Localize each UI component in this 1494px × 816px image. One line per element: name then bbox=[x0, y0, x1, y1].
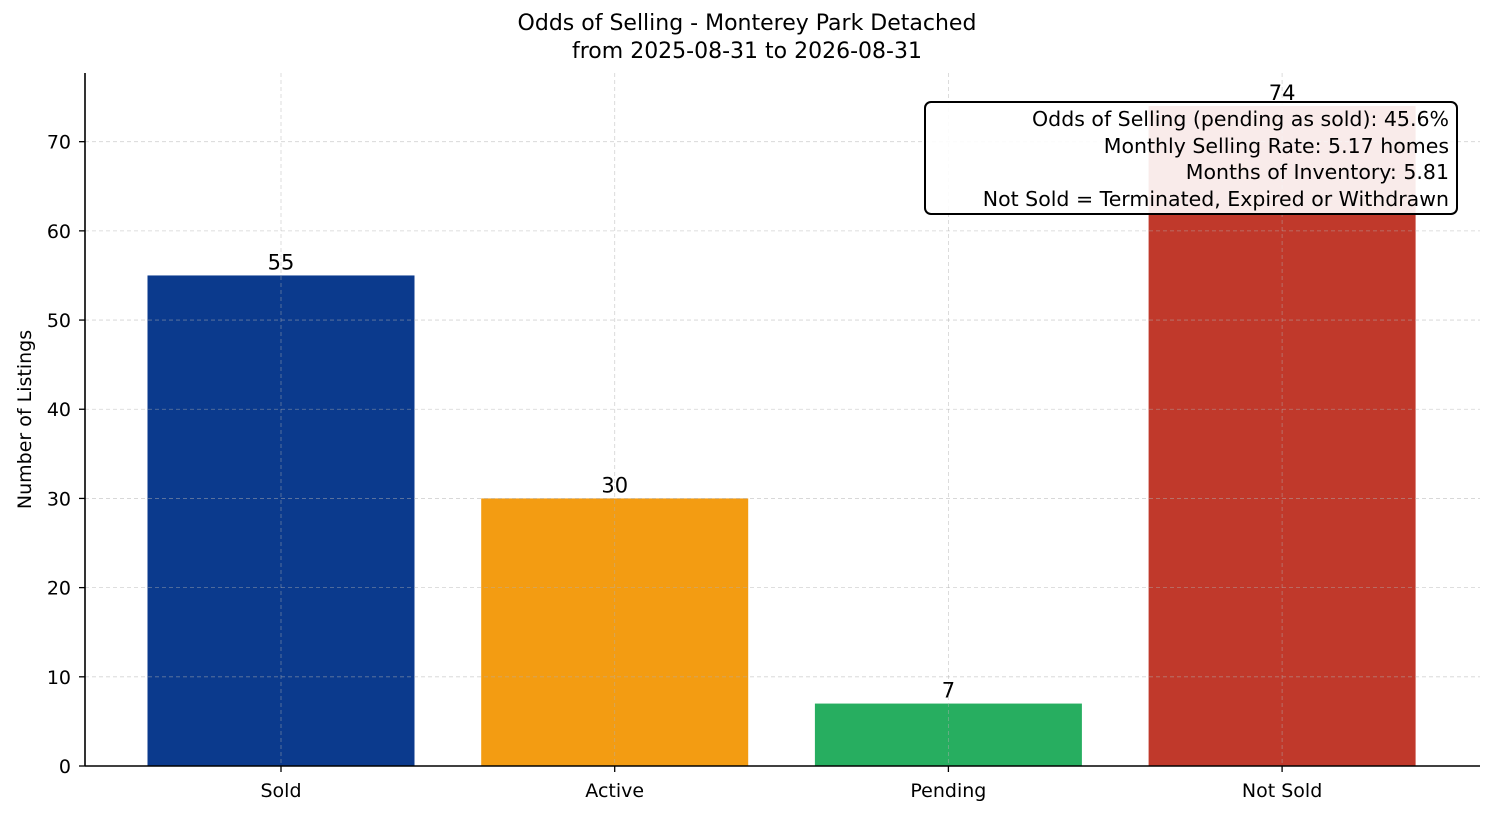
months-of-inventory-text: Months of Inventory: 5.81 bbox=[1185, 160, 1449, 184]
bar-data-label: 7 bbox=[942, 679, 955, 703]
bar-data-label: 55 bbox=[268, 250, 295, 274]
y-tick-label: 40 bbox=[47, 399, 71, 421]
stats-annotation-box: Odds of Selling (pending as sold): 45.6%… bbox=[924, 101, 1458, 215]
chart-title-block: Odds of Selling - Monterey Park Detached… bbox=[0, 10, 1494, 66]
x-tick-label: Active bbox=[585, 780, 644, 802]
y-tick-label: 0 bbox=[59, 756, 71, 778]
chart-title: Odds of Selling - Monterey Park Detached bbox=[517, 11, 977, 36]
chart-subtitle: from 2025-08-31 to 2026-08-31 bbox=[572, 39, 922, 64]
not-sold-definition-text: Not Sold = Terminated, Expired or Withdr… bbox=[982, 186, 1449, 211]
y-tick-label: 20 bbox=[47, 578, 71, 600]
y-tick-label: 30 bbox=[47, 488, 71, 510]
y-tick-label: 50 bbox=[47, 310, 71, 332]
monthly-selling-rate-text: Monthly Selling Rate: 5.17 homes bbox=[1103, 133, 1449, 158]
y-axis-label: Number of Listings bbox=[14, 330, 36, 509]
y-tick-label: 10 bbox=[47, 667, 71, 689]
y-tick-label: 60 bbox=[47, 221, 71, 243]
x-tick-label: Sold bbox=[260, 780, 301, 802]
bar-data-label: 30 bbox=[601, 473, 628, 497]
x-tick-label: Pending bbox=[910, 780, 986, 802]
x-tick-label: Not Sold bbox=[1242, 780, 1322, 802]
odds-of-selling-text: Odds of Selling (pending as sold): 45.6% bbox=[1032, 107, 1449, 131]
y-tick-label: 70 bbox=[47, 132, 71, 154]
